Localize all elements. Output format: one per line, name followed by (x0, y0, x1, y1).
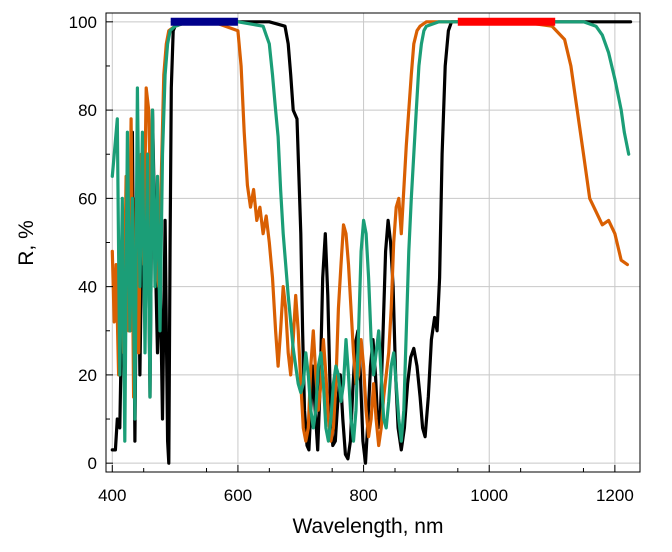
x-axis-title: Wavelength, nm (293, 515, 444, 538)
x-tick-label-4: 1200 (596, 486, 634, 505)
x-tick-label-3: 1000 (470, 486, 508, 505)
x-tick-label-0: 400 (98, 486, 126, 505)
y-tick-label-1: 20 (78, 366, 97, 385)
y-tick-label-2: 40 (78, 278, 97, 297)
series-line-2 (110, 20, 631, 443)
x-tick-label-2: 800 (349, 486, 377, 505)
y-tick-label-4: 80 (78, 101, 97, 120)
y-tick-label-3: 60 (78, 189, 97, 208)
y-tick-label-5: 100 (69, 13, 97, 32)
x-tick-label-1: 600 (224, 486, 252, 505)
y-tick-label-0: 0 (88, 454, 97, 473)
series-layer (110, 17, 633, 465)
axes: 400 600 800 1000 1200 0 20 40 60 80 100 (69, 12, 641, 505)
y-axis-title: R, % (15, 220, 38, 266)
